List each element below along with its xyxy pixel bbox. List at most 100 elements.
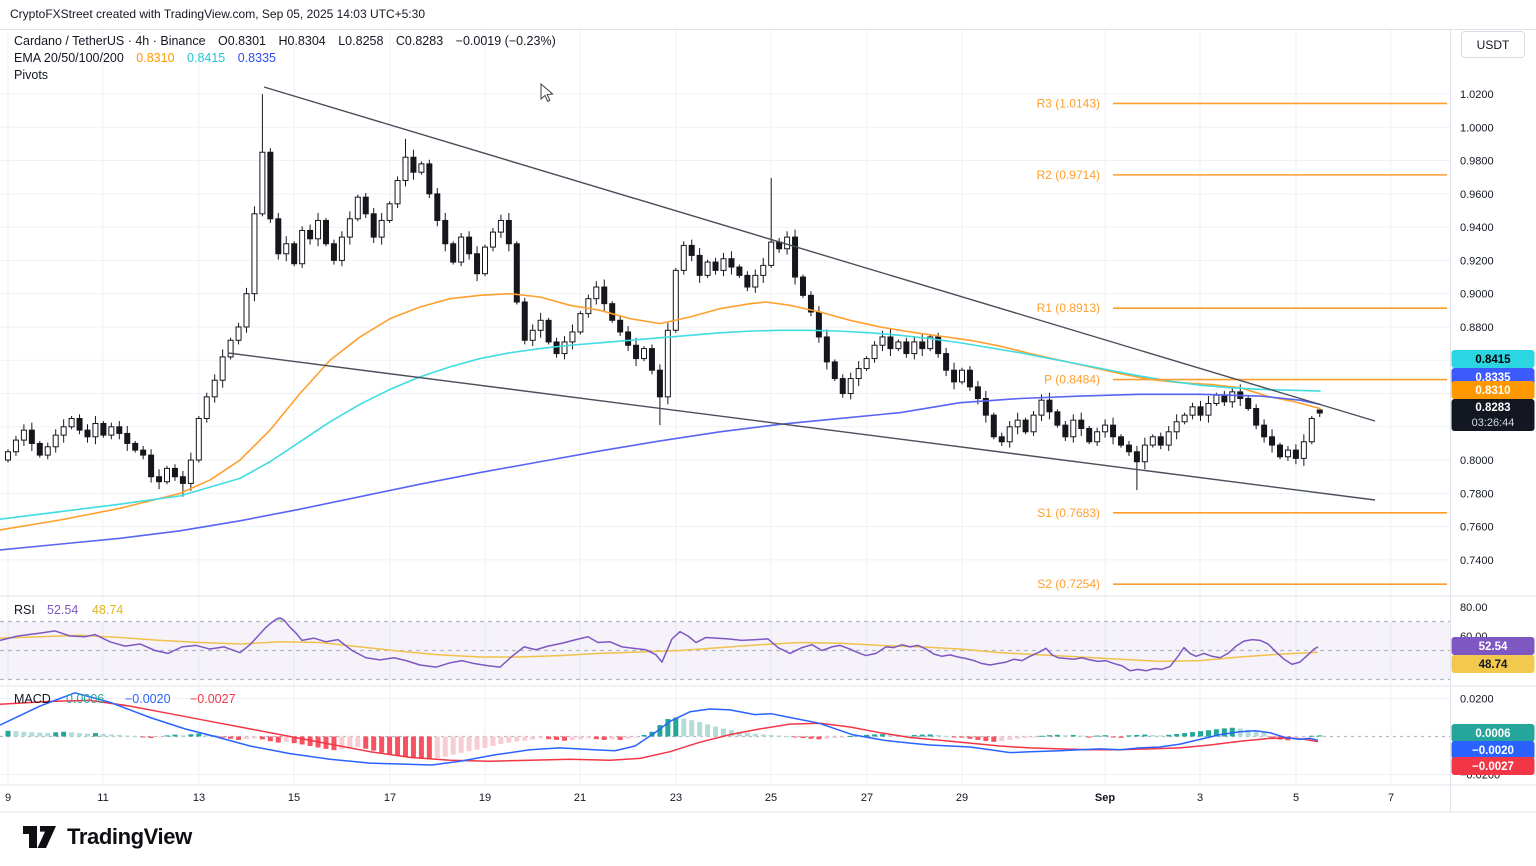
macd-hist-bar bbox=[1078, 735, 1084, 737]
time-tick-label: 13 bbox=[193, 792, 205, 804]
price-tick-label: 0.9200 bbox=[1460, 255, 1494, 267]
macd-hist-bar bbox=[275, 736, 281, 743]
candle-body bbox=[974, 386, 981, 400]
currency-toggle-button[interactable]: USDT bbox=[1461, 31, 1525, 58]
macd-legend-label: MACD bbox=[14, 692, 51, 706]
macd-hist-bar bbox=[1237, 728, 1243, 737]
macd-hist-bar bbox=[1023, 736, 1029, 739]
main-plot-group bbox=[0, 86, 1447, 586]
candle-body bbox=[386, 203, 393, 221]
candle-body bbox=[1181, 414, 1188, 423]
price-tag-countdown: 03:26:44 bbox=[1472, 417, 1515, 429]
pivots-label[interactable]: Pivots bbox=[14, 68, 49, 82]
macd-hist-bar bbox=[538, 736, 544, 739]
macd-hist-bar bbox=[1301, 736, 1307, 738]
macd-hist-bar bbox=[116, 734, 122, 737]
candle-body bbox=[712, 261, 719, 271]
macd-hist-bar bbox=[530, 736, 536, 740]
candle-body bbox=[561, 341, 568, 355]
macd-hist-bar bbox=[609, 736, 615, 740]
macd-hist-bar bbox=[299, 736, 305, 745]
macd-hist-bar bbox=[816, 736, 822, 740]
macd-hist-bar bbox=[1039, 735, 1044, 737]
candle-body bbox=[1261, 424, 1268, 438]
macd-hist-bar bbox=[880, 734, 885, 737]
candle-body bbox=[1046, 399, 1053, 413]
macd-hist-bar bbox=[251, 736, 257, 739]
macd-hist-bar bbox=[45, 733, 51, 737]
price-tick-label: 0.9800 bbox=[1460, 156, 1494, 168]
macd-line-legend-value: −0.0020 bbox=[125, 692, 171, 706]
candle-body bbox=[959, 369, 965, 383]
macd-hist-bar bbox=[1261, 732, 1267, 737]
ema-label[interactable]: EMA 20/50/100/200 bbox=[14, 51, 124, 65]
macd-hist-bar bbox=[339, 736, 345, 750]
candle-body bbox=[426, 163, 433, 195]
macd-hist-bar bbox=[188, 734, 194, 737]
candle-body bbox=[315, 219, 322, 240]
candle-body bbox=[1141, 444, 1148, 463]
candle-body bbox=[800, 276, 806, 296]
pivot-label: R3 (1.0143) bbox=[1037, 96, 1100, 110]
candle-body bbox=[736, 266, 743, 276]
candle-body bbox=[267, 151, 274, 220]
candle-body bbox=[998, 436, 1005, 443]
macd-hist-bar bbox=[172, 734, 178, 737]
macd-signal-line bbox=[0, 699, 1319, 762]
tradingview-logo[interactable]: TradingView bbox=[22, 822, 192, 852]
candle-body bbox=[338, 236, 345, 261]
candle-body bbox=[1030, 414, 1037, 433]
pivot-label: R1 (0.8913) bbox=[1037, 301, 1100, 315]
macd-hist-bar bbox=[379, 736, 385, 753]
macd-hist-bar bbox=[236, 736, 242, 740]
candle-body bbox=[203, 396, 210, 419]
candle-body bbox=[744, 274, 751, 288]
macd-hist-bar bbox=[800, 736, 806, 739]
time-scale[interactable] bbox=[0, 785, 1536, 812]
candle-body bbox=[466, 236, 473, 255]
candle-body bbox=[943, 353, 950, 371]
macd-hist-bar bbox=[259, 736, 265, 740]
macd-hist-bar bbox=[69, 732, 75, 737]
macd-hist-bar bbox=[824, 736, 830, 739]
candle-body bbox=[410, 156, 417, 173]
symbol-title[interactable]: Cardano / TetherUS · 4h · Binance bbox=[14, 34, 206, 48]
macd-hist-bar bbox=[458, 736, 464, 753]
time-tick-label: 27 bbox=[861, 792, 873, 804]
macd-hist-bar bbox=[474, 736, 480, 750]
ohlc-high: H0.8304 bbox=[278, 34, 326, 48]
macd-hist-bar bbox=[140, 736, 146, 738]
price-tick-label: 1.0200 bbox=[1460, 89, 1494, 101]
candle-body bbox=[1014, 419, 1021, 428]
price-tag-bg bbox=[1451, 399, 1535, 431]
price-tag-bg bbox=[1451, 381, 1535, 399]
candle-body bbox=[1213, 394, 1220, 405]
candle-body bbox=[593, 286, 600, 300]
time-tick-label: 29 bbox=[956, 792, 968, 804]
macd-hist-bar bbox=[665, 719, 671, 737]
macd-hist-bar bbox=[283, 736, 289, 742]
macd-hist-bar bbox=[832, 736, 838, 739]
candle-body bbox=[728, 258, 735, 268]
macd-hist-bar bbox=[768, 734, 774, 737]
candle-body bbox=[68, 417, 75, 428]
candle-body bbox=[513, 243, 520, 303]
macd-hist-bar bbox=[887, 734, 893, 737]
main-pane[interactable] bbox=[0, 30, 1450, 596]
ema-line-0 bbox=[0, 292, 1321, 531]
macd-hist-bar bbox=[601, 736, 607, 740]
candle-body bbox=[641, 348, 647, 360]
macd-hist-bar bbox=[100, 733, 106, 737]
macd-signal-legend-value: −0.0027 bbox=[190, 692, 236, 706]
macd-hist-bar bbox=[1118, 736, 1124, 738]
candle-body bbox=[656, 369, 663, 398]
candle-body bbox=[36, 442, 43, 456]
candle-body bbox=[1308, 417, 1315, 443]
tradingview-logo-icon bbox=[23, 826, 56, 848]
candle-body bbox=[354, 196, 361, 220]
candle-body bbox=[966, 369, 973, 388]
macd-hist-bar bbox=[585, 736, 591, 739]
rsi-pane[interactable] bbox=[0, 596, 1450, 686]
macd-hist-bar bbox=[1190, 732, 1196, 737]
